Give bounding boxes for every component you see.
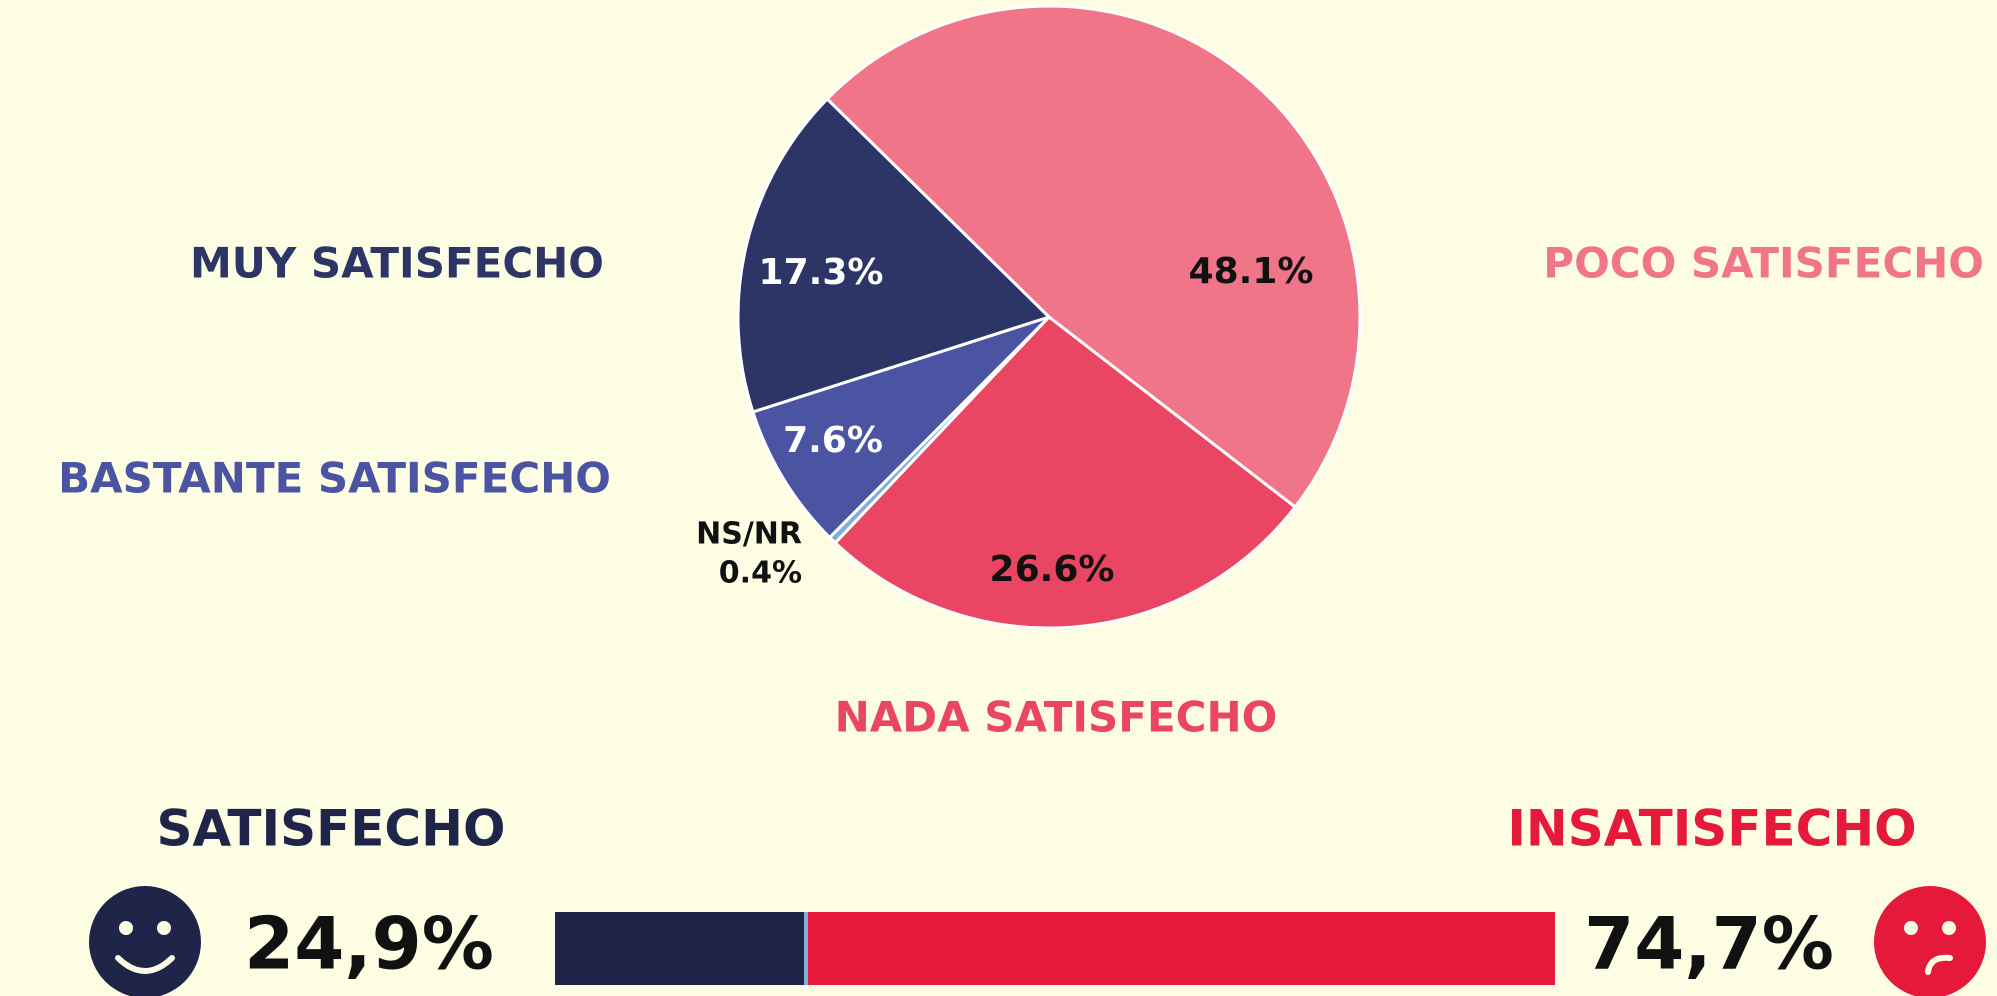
pie-slice [833,314,1298,630]
pie-slice [750,315,1051,540]
category-label: NADA SATISFECHO [835,693,1278,742]
category-label: MUY SATISFECHO [190,239,604,288]
value-label: 24,9% [244,902,494,986]
pie-slice [736,96,1052,414]
series-name: INSATISFECHO [1507,800,1916,858]
pie-slice [825,4,1362,510]
value-label: 74,7% [1584,902,1834,986]
value-label: 7.6% [783,420,883,461]
bar-segment [555,912,804,985]
value-label: 26.6% [990,549,1115,590]
value-label: 0.4% [719,556,802,591]
category-label: POCO SATISFECHO [1543,239,1984,288]
value-label: 17.3% [759,252,884,293]
sad-face [1874,886,1986,996]
series-name: SATISFECHO [157,800,506,858]
category-label: NS/NR [696,517,802,552]
category-label: BASTANTE SATISFECHO [58,454,611,503]
bar-segment [808,912,1555,985]
happy-face [89,886,201,996]
value-label: 48.1% [1189,251,1314,292]
